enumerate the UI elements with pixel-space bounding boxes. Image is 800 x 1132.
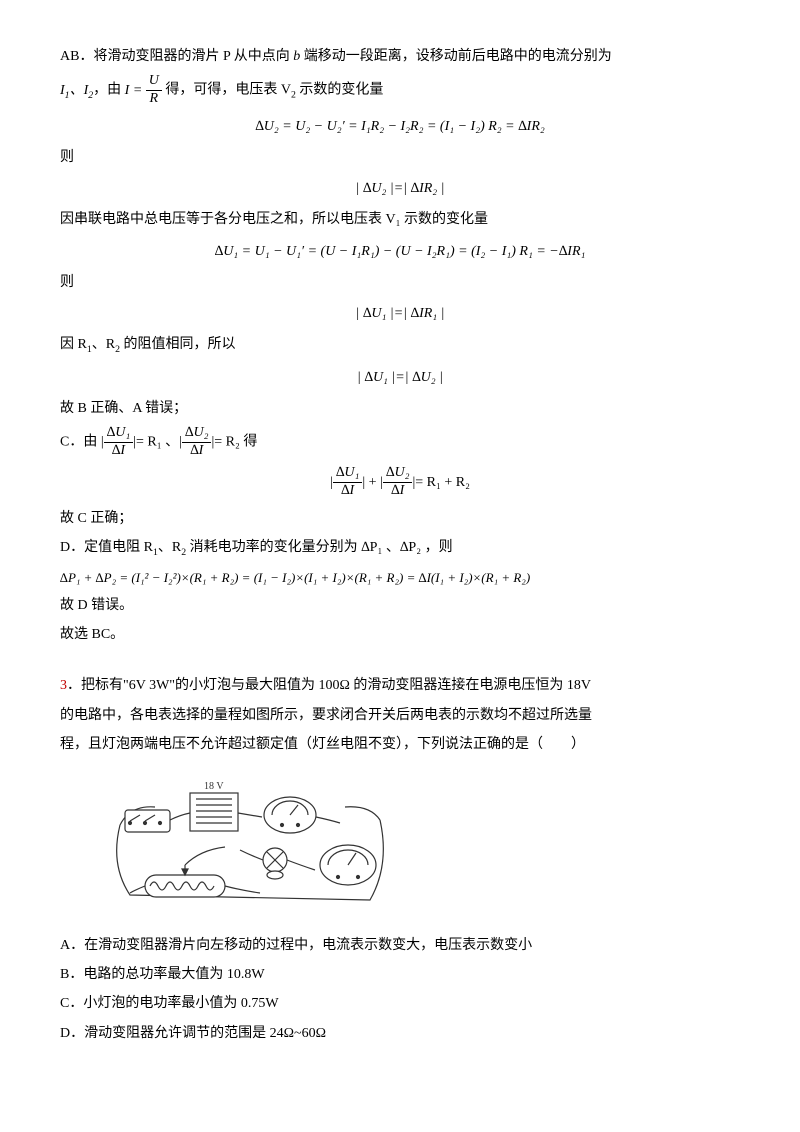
i-eq: I = UR bbox=[125, 83, 162, 98]
same-resistance-line: 因 R1、R2 的阻值相同，所以 bbox=[60, 332, 740, 358]
question-3-stem: 3．把标有"6V 3W"的小灯泡与最大阻值为 100Ω 的滑动变阻器连接在电源电… bbox=[60, 673, 740, 698]
eq-du1: ∆U₁ = U₁ − U₁′ = (U − I₁R₁) − (U − I₂R₁)… bbox=[60, 239, 740, 264]
text: |= R₁ 、| bbox=[133, 434, 182, 449]
i1: I1 bbox=[60, 83, 70, 98]
label-18v: 18 V bbox=[204, 781, 224, 792]
then-1: 则 bbox=[60, 145, 740, 170]
eq-sum-frac: |∆U₁∆I| + |∆U₂∆I|= R₁ + R₂ bbox=[60, 465, 740, 500]
answer-bc-line: 故选 BC。 bbox=[60, 622, 740, 647]
q3-line3: 程，且灯泡两端电压不允许超过额定值（灯丝电阻不变），下列说法正确的是（ ） bbox=[60, 732, 740, 757]
then-2: 则 bbox=[60, 270, 740, 295]
eq-dp: ∆P₁ + ∆P₂ = (I₁² − I₂²)×(R₁ + R₂) = (I₁ … bbox=[60, 566, 740, 589]
text: C．由 | bbox=[60, 434, 104, 449]
eq-abs-du2: | ∆U₂ |=| ∆IR₂ | bbox=[60, 176, 740, 201]
text: 、R bbox=[92, 337, 115, 352]
d-wrong-line: 故 D 错误。 bbox=[60, 593, 740, 618]
frac-du2: ∆U₂∆I bbox=[182, 425, 212, 460]
frac-du1: ∆U₁∆I bbox=[104, 425, 134, 460]
option-d-line: D．定值电阻 R1、R2 消耗电功率的变化量分别为 ∆P₁ 、∆P₂ ，则 bbox=[60, 535, 740, 561]
option-c-line: C．由 |∆U₁∆I|= R₁ 、|∆U₂∆I|= R₂ 得 bbox=[60, 425, 740, 460]
text: AB．将滑动变阻器的滑片 P 从中点向 bbox=[60, 49, 293, 64]
q3-number: 3 bbox=[60, 678, 67, 693]
text: 端移动一段距离，设移动前后电路中的电流分别为 bbox=[300, 49, 612, 64]
text: 示数的变化量 bbox=[296, 83, 384, 98]
text: 消耗电功率的变化量分别为 ∆P₁ 、∆P₂ ，则 bbox=[186, 540, 452, 555]
eq-abs-du1: | ∆U₁ |=| ∆IR₁ | bbox=[60, 301, 740, 326]
option-c: C．小灯泡的电功率最小值为 0.75W bbox=[60, 991, 740, 1016]
dot: ． bbox=[67, 678, 81, 693]
i2: 、I2 bbox=[70, 83, 94, 98]
text: ，由 bbox=[93, 83, 125, 98]
c-correct-line: 故 C 正确； bbox=[60, 506, 740, 531]
eq-du1-eq-du2: | ∆U₁ |=| ∆U₂ | bbox=[60, 365, 740, 390]
option-d: D．滑动变阻器允许调节的范围是 24Ω~60Ω bbox=[60, 1021, 740, 1046]
analysis-ab-line1: AB．将滑动变阻器的滑片 P 从中点向 b 端移动一段距离，设移动前后电路中的电… bbox=[60, 44, 740, 69]
option-b: B．电路的总功率最大值为 10.8W bbox=[60, 962, 740, 987]
text: 的阻值相同，所以 bbox=[120, 337, 236, 352]
q3-line1: 把标有"6V 3W"的小灯泡与最大阻值为 100Ω 的滑动变阻器连接在电源电压恒… bbox=[81, 678, 591, 693]
series-voltage-line: 因串联电路中总电压等于各分电压之和，所以电压表 V₁ 示数的变化量 bbox=[60, 207, 740, 232]
text: 、R bbox=[158, 540, 181, 555]
text: D．定值电阻 R bbox=[60, 540, 153, 555]
eq-du2: ∆U₂ = U₂ − U₂′ = I₁R₂ − I₂R₂ = (I₁ − I₂)… bbox=[60, 114, 740, 139]
q3-line2: 的电路中，各电表选择的量程如图所示，要求闭合开关后两电表的示数均不超过所选量 bbox=[60, 703, 740, 728]
text: 得，可得，电压表 V bbox=[162, 83, 291, 98]
text: |= R₂ 得 bbox=[211, 434, 257, 449]
circuit-svg: 18 V bbox=[100, 765, 400, 925]
circuit-diagram: 18 V bbox=[100, 765, 400, 925]
option-a: A．在滑动变阻器滑片向左移动的过程中，电流表示数变大，电压表示数变小 bbox=[60, 933, 740, 958]
b-correct-line: 故 B 正确、A 错误； bbox=[60, 396, 740, 421]
analysis-ab-line2: I1、I2，由 I = UR 得，可得，电压表 V2 示数的变化量 bbox=[60, 73, 740, 108]
text: 因 R bbox=[60, 337, 87, 352]
